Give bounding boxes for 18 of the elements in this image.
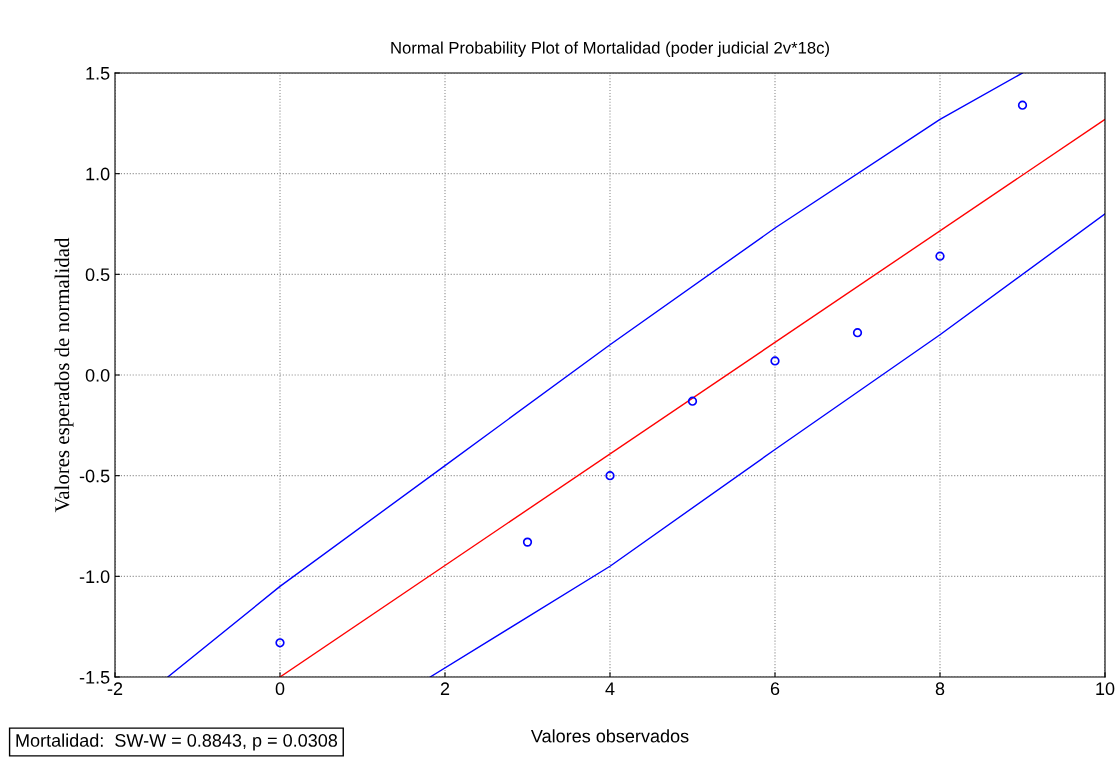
y-tick-label: -1.5 — [79, 671, 110, 684]
x-axis-title: Valores observados — [530, 729, 689, 743]
x-tick-label: 8 — [935, 682, 945, 696]
y-tick-label: -1.0 — [79, 570, 110, 584]
y-tick-label: 1.0 — [86, 167, 110, 181]
y-tick-label: 0.5 — [85, 268, 110, 282]
chart-title: Normal Probability Plot of Mortalidad (poder judicial 2v*18c) — [391, 41, 829, 58]
x-tick-label: 0 — [275, 682, 285, 696]
x-tick-label: 4 — [605, 682, 615, 695]
x-tick-label: 10 — [1096, 682, 1115, 696]
y-tick-label: -0.5 — [79, 469, 110, 483]
y-axis-title: Valores esperados de normalidad — [54, 237, 74, 513]
x-tick-label: 6 — [770, 682, 780, 696]
x-tick-label: -2 — [107, 682, 123, 695]
text: Mortalidad: SW-W = 0.8843, p = 0.0308 — [16, 733, 338, 751]
y-tick-label: 1.5 — [86, 67, 110, 80]
y-tick-label: 0.0 — [85, 368, 110, 382]
x-tick-label: 2 — [440, 682, 450, 695]
